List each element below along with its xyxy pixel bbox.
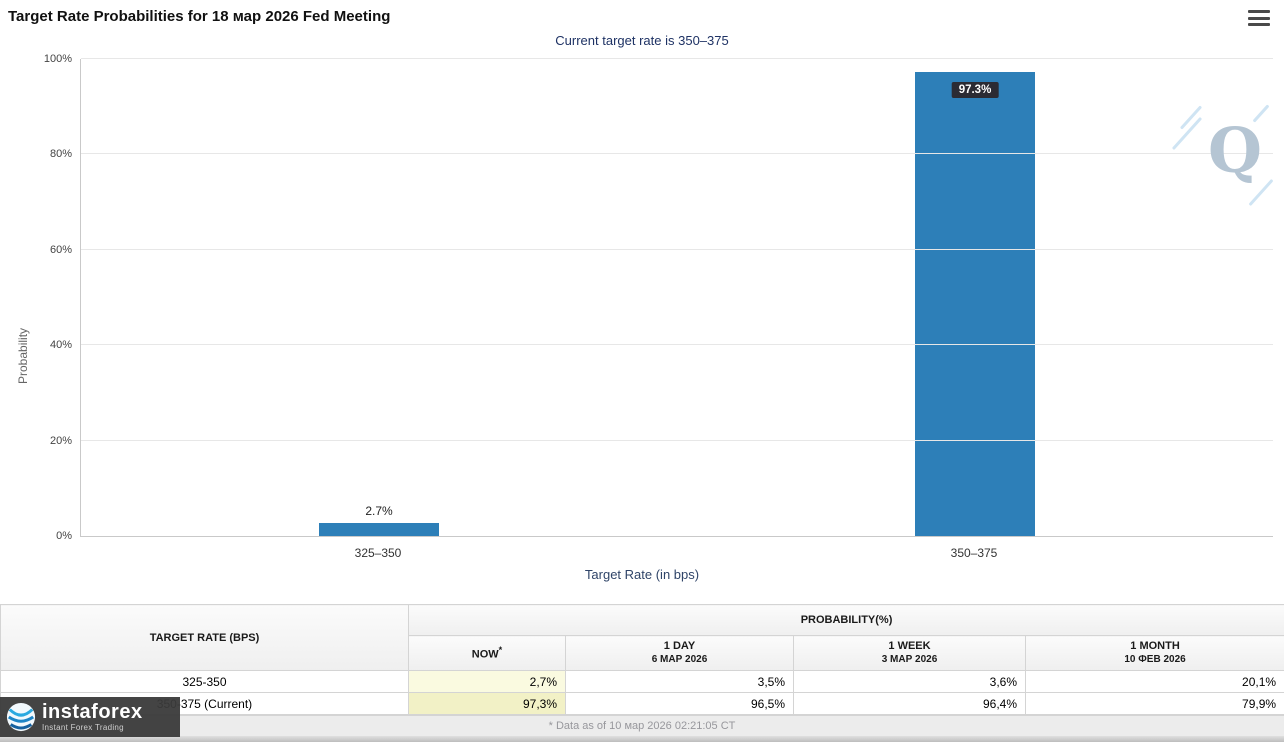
bar-slot: 97.3%: [677, 59, 1273, 536]
cell-1week: 3,6%: [793, 670, 1026, 693]
cell-target-rate: 325-350: [0, 670, 409, 693]
x-axis-label: Target Rate (in bps): [584, 567, 700, 582]
probability-table: TARGET RATE (BPS) PROBABILITY(%) NOW* 1 …: [0, 604, 1284, 715]
cell-1month: 20,1%: [1024, 670, 1284, 693]
cell-1week: 96,4%: [793, 692, 1026, 715]
col-header-now: NOW*: [408, 635, 566, 671]
cell-1day: 3,5%: [565, 670, 794, 693]
col-header-1month: 1 MONTH 10 ФЕВ 2026: [1024, 635, 1284, 671]
page-title: Target Rate Probabilities for 18 мар 202…: [8, 8, 391, 25]
col-header-probability: PROBABILITY(%): [407, 604, 1284, 636]
y-axis-ticks: 0% 20% 40% 60% 80% 100%: [0, 53, 72, 542]
cell-1month: 79,9%: [1024, 692, 1284, 715]
menu-button[interactable]: [1248, 10, 1270, 26]
col-header-1week: 1 WEEK 3 МАР 2026: [793, 635, 1026, 671]
bars-layer: 2.7% 97.3%: [81, 59, 1273, 536]
y-tick-label: 100%: [43, 53, 72, 65]
now-footnote-marker: *: [498, 645, 503, 656]
probability-chart: Probability 0% 20% 40% 60% 80% 100% 2.7% 97.3%…: [0, 52, 1284, 597]
plot-area: 2.7% 97.3%: [80, 58, 1273, 537]
bar-slot: 2.7%: [81, 59, 677, 536]
y-tick-label: 20%: [49, 434, 72, 447]
brand-tagline: Instant Forex Trading: [42, 723, 124, 732]
data-as-of-footnote: * Data as of 10 мар 2026 02:21:05 CT: [0, 715, 1284, 737]
probability-bar[interactable]: [319, 523, 439, 536]
col-header-target-rate: TARGET RATE (BPS): [0, 604, 409, 671]
cell-now: 2,7%: [408, 670, 566, 693]
hamburger-icon: [1248, 10, 1270, 13]
chart-subtitle: Current target rate is 350–375: [555, 33, 729, 48]
x-tick-label: 325–350: [354, 546, 402, 560]
table-row: 325-350 2,7% 3,5% 3,6% 20,1%: [0, 670, 1284, 693]
y-tick-label: 60%: [49, 243, 72, 256]
instaforex-logo: instaforex Instant Forex Trading: [0, 697, 180, 737]
cell-now: 97,3%: [408, 692, 566, 715]
bottom-divider: [0, 736, 1284, 742]
probability-bar[interactable]: [915, 71, 1035, 536]
col-header-1day: 1 DAY 6 МАР 2026: [565, 635, 794, 671]
cell-1day: 96,5%: [565, 692, 794, 715]
globe-icon: [6, 702, 36, 732]
table-row: 350-375 (Current) 97,3% 96,5% 96,4% 79,9…: [0, 692, 1284, 715]
y-tick-label: 0%: [56, 530, 72, 542]
x-axis-ticks: 325–350 350–375: [80, 546, 1272, 560]
y-tick-label: 80%: [49, 148, 72, 161]
x-tick-label: 350–375: [950, 546, 998, 560]
bar-value-label: 97.3%: [951, 81, 999, 98]
bar-value-label: 2.7%: [365, 504, 393, 519]
brand-name: instaforex: [42, 701, 143, 723]
y-tick-label: 40%: [49, 339, 72, 352]
